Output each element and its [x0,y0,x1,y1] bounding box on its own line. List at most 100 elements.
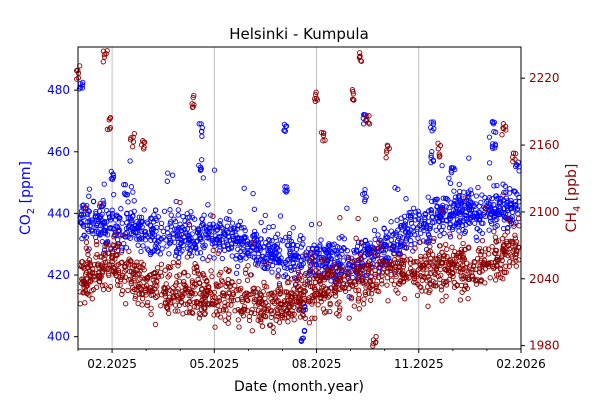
co2-point [452,211,459,217]
ch4-point [355,298,362,304]
ch4-point [318,280,324,287]
ch4-point [348,296,354,302]
co2-point [171,216,177,222]
plot-frame [77,46,522,350]
co2-point [175,246,181,252]
co2-point [403,196,409,202]
co2-point [270,223,276,230]
co2-point [94,222,100,229]
ch4-point [462,195,468,201]
co2-point [199,216,205,222]
ch4-point [175,263,181,269]
ch4-point [336,299,342,305]
co2-point [149,234,155,240]
ch4-point [510,259,516,266]
co2-point [209,241,215,247]
co2-point [512,198,519,205]
co2-point [500,181,506,187]
co2-point [286,237,292,243]
co2-point [388,237,394,243]
ch4-point [439,261,445,267]
ch4-point [423,288,429,294]
co2-point [467,206,473,212]
ch4-point [170,259,177,266]
co2-point [163,237,169,243]
co2-point [238,257,244,263]
ch4-point [448,265,455,271]
ch4-point [81,266,87,272]
co2-point [406,232,412,239]
ch4-point [336,278,342,285]
ch4-point [267,308,274,314]
ch4-point [506,243,512,249]
ch4-point [94,262,101,268]
co2-point [417,230,424,236]
co2-point [198,166,204,172]
ch4-point [251,310,258,317]
co2-point [314,246,320,252]
ch4-point [243,266,249,273]
ch4-point [179,291,185,297]
ch4-point [384,269,390,276]
ch4-point [241,303,248,310]
ch4-point [139,265,145,271]
co2-point [491,212,498,218]
ch4-point [194,304,200,310]
ch4-point [232,308,238,314]
co2-point [125,199,131,205]
co2-point [440,195,446,201]
co2-point [192,242,198,248]
ch4-point [368,291,375,297]
chart-title: Helsinki - Kumpula [229,25,369,43]
ch4-point [425,238,431,245]
ch4-point [245,263,251,269]
ch4-point [332,285,339,292]
co2-point [200,175,206,181]
ch4-point [361,301,367,307]
co2-point [142,228,149,235]
ch4-point [261,305,267,312]
ch4-point [351,303,357,309]
co2-point [462,202,468,209]
ch4-point [493,272,500,278]
ch4-point [284,298,291,304]
ch4-point [120,232,126,239]
co2-point [168,223,175,229]
ch4-point [246,317,253,324]
ch4-point [105,250,111,256]
y-left-tick-label: 400 [47,330,70,344]
co2-point [291,263,297,270]
y-axis-left-label: CO2 [ppm] [18,161,37,235]
co2-point [204,232,210,238]
co2-point [364,244,371,250]
co2-point [388,228,395,234]
co2-point [115,227,122,234]
co2-point [287,230,293,237]
ch4-point [342,288,349,294]
ch4-point [210,295,216,301]
ch4-point [337,215,343,221]
co2-point [90,230,96,237]
ch4-point [103,265,109,271]
ch4-point [406,270,412,276]
co2-point [372,236,378,243]
co2-point [482,194,488,201]
co2-point [486,160,493,166]
co2-point [415,235,421,241]
ch4-point [320,306,327,312]
co2-point [344,205,350,211]
ch4-point [457,297,464,303]
co2-point [148,237,154,243]
ch4-point [250,239,256,246]
ch4-point [220,290,226,296]
ch4-point [460,240,466,247]
co2-point [237,218,243,225]
ch4-point [226,289,232,295]
co2-point [432,199,438,205]
co2-point [451,223,458,229]
ch4-point [477,263,483,269]
ch4-point [132,296,138,302]
ch4-point [215,250,221,256]
ch4-point [281,305,287,312]
ch4-point [443,293,449,299]
